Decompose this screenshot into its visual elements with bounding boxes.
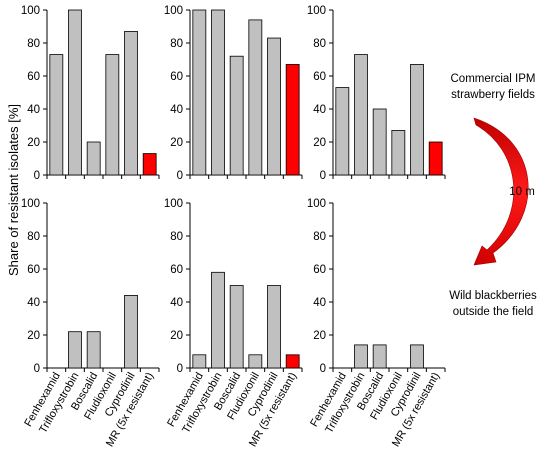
y-tick-label: 80	[27, 231, 40, 243]
distance-label: 10 m	[509, 186, 535, 198]
bar-trifloxystrobin	[68, 331, 82, 369]
bar-trifloxystrobin	[354, 54, 368, 176]
chart-panel-bottom-right: 020406080100FenhexamidTrifloxystrobinBos…	[307, 198, 446, 449]
bar-trifloxystrobin	[211, 9, 225, 176]
y-tick-label: 20	[170, 330, 183, 342]
y-tick-label: 40	[313, 104, 326, 116]
y-tick-label: 60	[313, 264, 326, 276]
y-tick-label: 40	[170, 104, 183, 116]
bar-mr-5x-resistant	[142, 153, 157, 176]
bar-boscalid	[372, 344, 387, 369]
bar-cyprodinil	[124, 31, 138, 176]
chart-panel-bottom-center: 020406080100FenhexamidTrifloxystrobinBos…	[164, 198, 303, 449]
y-tick-label: 60	[27, 264, 40, 276]
y-tick-label: 60	[27, 71, 40, 83]
bar-fenhexamid	[49, 54, 64, 176]
y-tick-label: 100	[164, 5, 183, 17]
y-tick-label: 20	[313, 137, 326, 149]
bar-mr-5x-resistant	[428, 141, 443, 176]
bar-fenhexamid	[192, 9, 207, 176]
bar-cyprodinil	[267, 285, 281, 369]
bar-cyprodinil	[410, 344, 424, 369]
bar-trifloxystrobin	[211, 271, 225, 369]
y-tick-label: 0	[320, 170, 326, 182]
y-tick-label: 100	[21, 5, 40, 17]
bar-boscalid	[229, 55, 244, 176]
chart-panel-top-right: 0 20 40 60 80 100	[307, 5, 446, 182]
y-tick-label: 0	[177, 170, 183, 182]
chart-panel-top-center: 0 20 40 60 80 100	[164, 5, 303, 182]
chart-panel-bottom-left: 020406080100FenhexamidTrifloxystrobinBos…	[21, 198, 160, 449]
bar-fenhexamid	[192, 354, 207, 369]
bar-boscalid	[229, 285, 244, 369]
y-tick-label: 100	[307, 5, 326, 17]
y-tick-label: 100	[307, 198, 326, 210]
annotation-bottom-line-2: outside the field	[453, 306, 534, 318]
y-tick-label: 0	[34, 363, 40, 375]
y-tick-label: 0	[34, 170, 40, 182]
bar-boscalid	[372, 108, 387, 176]
bar-mr-5x-resistant	[285, 354, 300, 369]
y-tick-label: 80	[313, 38, 326, 50]
y-tick-label: 20	[27, 137, 40, 149]
curved-arrow-icon	[473, 117, 529, 266]
bar-fenhexamid	[335, 87, 350, 176]
y-tick-label: 80	[27, 38, 40, 50]
y-tick-label: 40	[27, 297, 40, 309]
y-tick-label: 20	[313, 330, 326, 342]
y-tick-label: 80	[170, 38, 183, 50]
y-tick-label: 60	[170, 264, 183, 276]
bar-trifloxystrobin	[68, 9, 82, 176]
bar-fludioxonil	[248, 354, 263, 369]
y-tick-label: 0	[320, 363, 326, 375]
y-tick-label: 40	[27, 104, 40, 116]
y-tick-label: 60	[313, 71, 326, 83]
y-tick-label: 20	[27, 330, 40, 342]
y-tick-label: 80	[313, 231, 326, 243]
y-tick-label: 0	[177, 363, 183, 375]
annotation-bottom-line-1: Wild blackberries	[449, 290, 537, 302]
bar-mr-5x-resistant	[285, 64, 300, 176]
y-tick-label: 100	[21, 198, 40, 210]
bar-boscalid	[86, 331, 101, 369]
bar-cyprodinil	[124, 294, 138, 369]
y-tick-label: 40	[170, 297, 183, 309]
bar-fludioxonil	[248, 19, 263, 176]
bar-cyprodinil	[410, 64, 424, 176]
y-tick-label: 100	[164, 198, 183, 210]
bar-fludioxonil	[391, 130, 406, 176]
bar-boscalid	[86, 141, 101, 176]
annotation-top-line-2: strawberry fields	[451, 89, 535, 101]
y-tick-label: 20	[170, 137, 183, 149]
bar-trifloxystrobin	[354, 344, 368, 369]
chart-panel-top-left: 0 20 40 60 80 100	[21, 5, 160, 182]
bar-fludioxonil	[105, 54, 120, 176]
y-axis-title: Share of resistant isolates [%]	[6, 104, 21, 276]
y-tick-label: 80	[170, 231, 183, 243]
bar-cyprodinil	[267, 37, 281, 176]
y-tick-label: 60	[170, 71, 183, 83]
annotation-top-line-1: Commercial IPM	[451, 73, 536, 85]
y-tick-label: 40	[313, 297, 326, 309]
